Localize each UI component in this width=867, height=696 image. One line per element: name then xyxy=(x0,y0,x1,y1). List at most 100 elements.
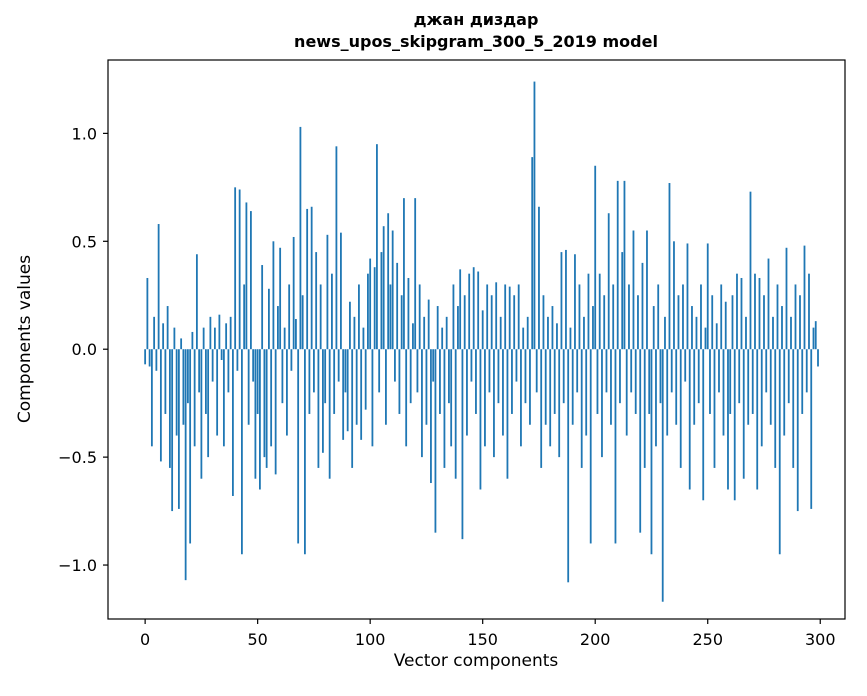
bar xyxy=(524,349,527,404)
bar xyxy=(499,316,502,350)
bar xyxy=(722,349,725,436)
bar xyxy=(234,187,237,350)
bar xyxy=(493,349,495,458)
bar xyxy=(279,247,282,350)
bar xyxy=(580,349,583,468)
bar xyxy=(817,349,819,367)
bar xyxy=(652,306,655,350)
x-tick-label: 250 xyxy=(692,630,723,649)
bar xyxy=(765,349,768,393)
bar xyxy=(340,232,342,350)
bar xyxy=(549,349,552,447)
bar xyxy=(695,316,698,350)
bar xyxy=(310,206,313,350)
bar xyxy=(355,349,358,425)
y-tick-label: −1.0 xyxy=(58,556,97,575)
bar xyxy=(592,306,594,350)
bar xyxy=(794,284,797,350)
bar xyxy=(639,349,642,533)
bar xyxy=(517,284,520,350)
bar xyxy=(229,316,232,350)
bar xyxy=(542,295,545,350)
bar xyxy=(776,284,779,350)
bar xyxy=(304,349,306,555)
bar xyxy=(724,301,727,350)
y-axis: −1.0 −0.5 0.0 0.5 1.0 xyxy=(58,124,108,575)
bar xyxy=(439,349,441,414)
bar xyxy=(616,180,619,350)
bar xyxy=(508,286,511,350)
bar xyxy=(544,349,547,425)
bar xyxy=(328,349,331,479)
bar xyxy=(213,327,216,350)
bar xyxy=(646,230,648,350)
bar xyxy=(209,316,212,350)
bar xyxy=(150,349,153,447)
bar xyxy=(556,323,558,350)
bar xyxy=(369,258,372,350)
bar xyxy=(403,198,405,350)
bar xyxy=(718,349,720,393)
bar xyxy=(490,295,493,350)
bar xyxy=(281,349,284,404)
bar xyxy=(324,349,327,404)
bar xyxy=(589,349,592,544)
bar xyxy=(495,282,498,350)
bar xyxy=(225,323,228,350)
bar xyxy=(688,349,691,490)
bar xyxy=(200,349,203,479)
bar xyxy=(220,349,223,360)
bar xyxy=(423,316,426,350)
bar xyxy=(441,327,444,350)
bar xyxy=(553,349,556,414)
bar xyxy=(565,249,567,350)
bar xyxy=(407,277,410,350)
bar xyxy=(308,349,311,414)
bar xyxy=(261,265,264,350)
bar xyxy=(605,349,608,393)
bar xyxy=(371,349,374,447)
bar xyxy=(751,349,754,414)
bar xyxy=(625,349,628,436)
bar xyxy=(367,273,369,350)
bar xyxy=(218,314,221,350)
bar xyxy=(574,254,576,350)
bar xyxy=(756,349,759,490)
bar xyxy=(630,349,633,393)
bar xyxy=(585,349,588,436)
bar xyxy=(297,349,300,544)
bar xyxy=(382,226,385,350)
bar xyxy=(488,349,491,393)
bar xyxy=(481,310,484,350)
bar xyxy=(808,273,810,350)
bar xyxy=(434,349,437,533)
bar xyxy=(686,243,689,350)
bar xyxy=(749,191,752,350)
bar xyxy=(319,284,322,350)
bar xyxy=(803,245,806,350)
bar xyxy=(472,267,475,350)
bar xyxy=(700,284,702,350)
bar xyxy=(232,349,234,496)
y-tick-label: 0.5 xyxy=(72,232,97,251)
bar xyxy=(274,349,277,475)
bar xyxy=(601,349,603,458)
bar xyxy=(772,316,774,350)
bar xyxy=(763,295,765,350)
bar xyxy=(531,157,534,350)
bar xyxy=(740,277,743,350)
bar xyxy=(250,211,252,350)
bar xyxy=(457,306,459,350)
bar xyxy=(778,349,781,555)
bar xyxy=(286,349,288,436)
bar xyxy=(270,349,273,447)
bar xyxy=(691,306,693,350)
bar xyxy=(148,349,151,367)
bar xyxy=(506,349,509,479)
bar xyxy=(704,327,707,350)
bar xyxy=(637,295,639,350)
bar xyxy=(666,349,669,436)
bar xyxy=(475,349,477,414)
bar xyxy=(292,236,295,350)
bar xyxy=(216,349,219,436)
